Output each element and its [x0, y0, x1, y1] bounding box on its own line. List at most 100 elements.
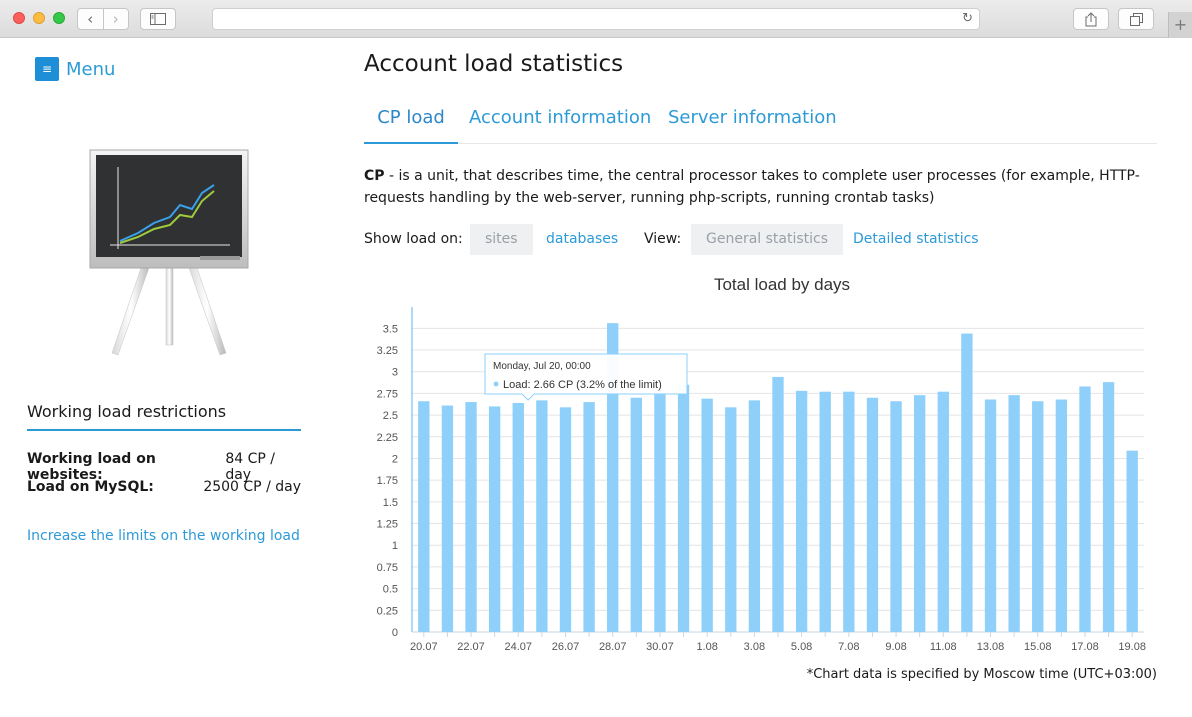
- x-tick-label: 3.08: [744, 641, 765, 653]
- cp-term: CP: [364, 168, 385, 184]
- y-tick-label: 2.5: [383, 410, 398, 422]
- cp-description: CP - is a unit, that describes time, the…: [364, 165, 1144, 209]
- bar[interactable]: [984, 399, 997, 632]
- show-load-sites-option[interactable]: sites: [470, 224, 533, 255]
- x-tick-label: 19.08: [1118, 641, 1146, 653]
- bar[interactable]: [961, 333, 973, 632]
- y-tick-label: 1.5: [383, 497, 398, 509]
- bar[interactable]: [914, 395, 926, 632]
- bar[interactable]: [701, 398, 713, 632]
- minimize-window-button[interactable]: [33, 12, 45, 24]
- tab-cp-load[interactable]: CP load: [364, 101, 458, 144]
- browser-toolbar: ‹ › ↻ +: [0, 0, 1192, 38]
- view-detailed-statistics-option[interactable]: Detailed statistics: [853, 231, 979, 247]
- bar[interactable]: [583, 402, 595, 632]
- x-tick-label: 28.07: [599, 641, 627, 653]
- y-tick-label: 3.25: [377, 345, 398, 357]
- address-bar[interactable]: ↻: [212, 8, 980, 30]
- y-tick-label: 3: [392, 367, 398, 379]
- bar[interactable]: [1055, 399, 1068, 632]
- back-forward-group: ‹ ›: [77, 8, 129, 30]
- bar[interactable]: [725, 407, 737, 632]
- menu-label: Menu: [66, 58, 116, 80]
- share-icon: [1085, 11, 1097, 26]
- menu-icon: ≡: [35, 57, 59, 81]
- bar[interactable]: [654, 389, 666, 632]
- bar[interactable]: [559, 407, 572, 632]
- bar[interactable]: [819, 391, 831, 632]
- back-icon[interactable]: ‹: [87, 10, 94, 28]
- x-tick-label: 15.08: [1024, 641, 1052, 653]
- bar[interactable]: [465, 402, 477, 632]
- restrictions-title: Working load restrictions: [27, 402, 227, 421]
- x-tick-label: 26.07: [552, 641, 580, 653]
- x-tick-label: 1.08: [696, 641, 717, 653]
- bar[interactable]: [937, 391, 949, 632]
- x-tick-label: 13.08: [977, 641, 1005, 653]
- bar[interactable]: [607, 323, 619, 632]
- y-tick-label: 2.25: [377, 432, 398, 444]
- x-tick-label: 9.08: [885, 641, 906, 653]
- bar[interactable]: [441, 405, 454, 632]
- tab-account-information[interactable]: Account information: [469, 107, 652, 128]
- bar[interactable]: [748, 400, 761, 632]
- websites-load-label: Working load on websites:: [27, 451, 156, 483]
- page-title: Account load statistics: [364, 51, 624, 77]
- bar[interactable]: [1008, 395, 1020, 632]
- share-button[interactable]: [1073, 8, 1109, 30]
- chart-title: Total load by days: [714, 275, 850, 294]
- close-window-button[interactable]: [13, 12, 25, 24]
- y-tick-label: 0.25: [377, 605, 398, 617]
- bar[interactable]: [512, 402, 524, 632]
- bar[interactable]: [890, 401, 902, 632]
- reload-icon[interactable]: ↻: [962, 11, 973, 26]
- bar[interactable]: [1079, 386, 1091, 632]
- tab-server-information[interactable]: Server information: [668, 107, 837, 128]
- total-load-chart: Total load by days 0 0.25 0.5 0.75 1 1.25 1.5 1.…: [377, 275, 1146, 653]
- x-tick-label: 22.07: [457, 641, 485, 653]
- new-tab-icon[interactable]: +: [1168, 12, 1192, 38]
- y-tick-label: 0.5: [383, 584, 398, 596]
- presentation-easel-icon: [89, 149, 249, 356]
- zoom-window-button[interactable]: [53, 12, 65, 24]
- forward-icon[interactable]: ›: [102, 9, 129, 29]
- bar[interactable]: [630, 397, 642, 632]
- y-tick-label: 3.5: [383, 323, 398, 335]
- mysql-load-label: Load on MySQL:: [27, 479, 154, 495]
- timezone-footnote: *Chart data is specified by Moscow time …: [806, 667, 1157, 682]
- view-label: View:: [644, 231, 682, 247]
- chart-tooltip: [484, 353, 688, 401]
- y-tick-label: 2.75: [377, 388, 398, 400]
- websites-load-row: Working load on websites: 84 CP / day: [27, 451, 301, 483]
- bar[interactable]: [866, 397, 879, 632]
- websites-load-value: 84 CP / day: [225, 451, 275, 483]
- y-tick-label: 0: [392, 627, 398, 639]
- x-tick-label: 5.08: [791, 641, 812, 653]
- bar[interactable]: [418, 401, 430, 632]
- tab-bar: CP load Account information Server infor…: [364, 101, 1157, 144]
- increase-limits-link[interactable]: Increase the limits on the working load: [27, 528, 300, 544]
- menu-button[interactable]: ≡ Menu: [35, 57, 115, 81]
- bar[interactable]: [843, 391, 855, 632]
- bar[interactable]: [772, 376, 784, 632]
- view-general-statistics-option[interactable]: General statistics: [691, 224, 844, 255]
- x-tick-label: 30.07: [646, 641, 674, 653]
- show-tabs-button[interactable]: [1118, 8, 1154, 30]
- y-tick-label: 0.75: [377, 562, 398, 574]
- mysql-load-row: Load on MySQL: 2500 CP / day: [27, 479, 301, 495]
- bar[interactable]: [795, 390, 808, 632]
- bar[interactable]: [1102, 382, 1115, 632]
- bar[interactable]: [1126, 450, 1138, 632]
- cp-definition: - is a unit, that describes time, the ce…: [364, 168, 1140, 206]
- bar[interactable]: [488, 406, 501, 632]
- mysql-load-value: 2500 CP / day: [203, 479, 301, 495]
- y-tick-label: 1.75: [377, 475, 398, 487]
- show-load-label: Show load on:: [364, 231, 463, 247]
- bar[interactable]: [536, 400, 548, 632]
- tooltip-value: Load: 2.66 CP (3.2% of the limit): [503, 379, 662, 391]
- bar[interactable]: [1032, 401, 1044, 632]
- show-load-databases-option[interactable]: databases: [546, 231, 619, 247]
- sidebar-toggle-button[interactable]: [140, 8, 176, 30]
- x-tick-label: 24.07: [504, 641, 532, 653]
- bar[interactable]: [677, 384, 690, 632]
